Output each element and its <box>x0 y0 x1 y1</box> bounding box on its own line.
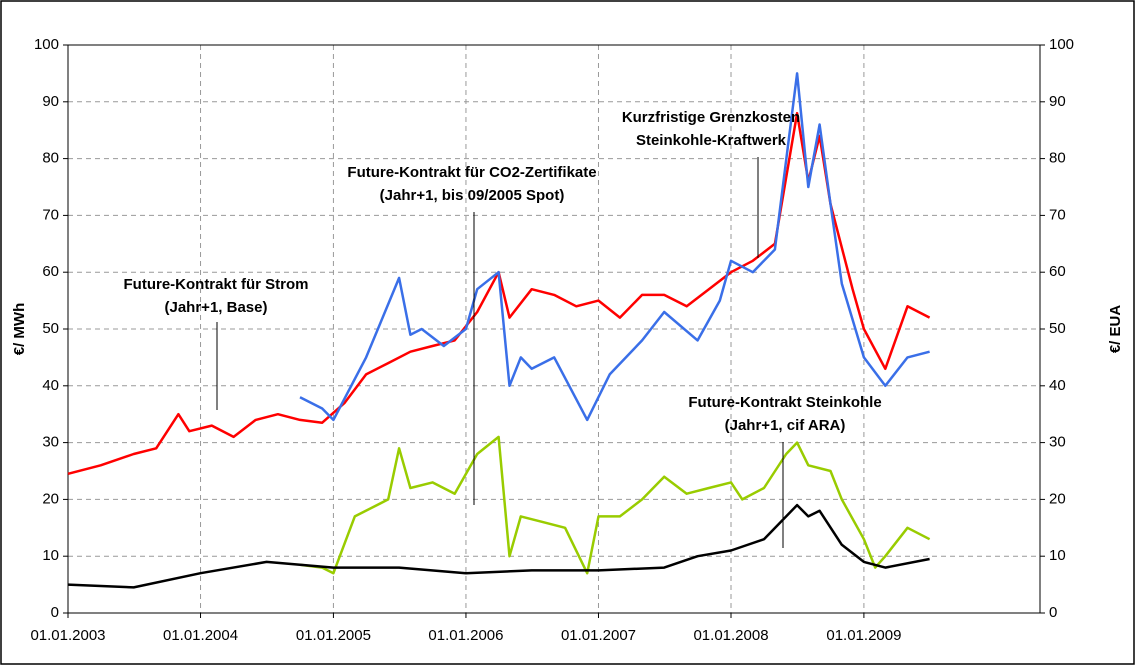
y2-tick-label: 70 <box>1049 206 1066 223</box>
annotation: Future-Kontrakt Steinkohle <box>688 394 881 411</box>
y2-tick-label: 60 <box>1049 263 1066 280</box>
annotation: Kurzfristige Grenzkosten <box>622 109 800 126</box>
y-tick-label: 0 <box>51 604 59 621</box>
x-tick-label: 01.01.2003 <box>30 627 105 644</box>
y2-tick-label: 10 <box>1049 547 1066 564</box>
y2-axis-label: €/ EUA <box>1107 305 1124 354</box>
x-tick-label: 01.01.2006 <box>428 627 503 644</box>
y2-tick-label: 90 <box>1049 93 1066 110</box>
y-axis-label: €/ MWh <box>11 303 28 356</box>
annotation: (Jahr+1, bis 09/2005 Spot) <box>380 187 565 204</box>
y-tick-label: 70 <box>42 206 59 223</box>
x-tick-label: 01.01.2007 <box>561 627 636 644</box>
y-tick-label: 10 <box>42 547 59 564</box>
y-tick-label: 40 <box>42 377 59 394</box>
series-line <box>299 435 931 575</box>
annotation: Steinkohle-Kraftwerk <box>636 132 787 149</box>
y2-tick-label: 0 <box>1049 604 1057 621</box>
series-line <box>299 72 930 422</box>
y-tick-label: 60 <box>42 263 59 280</box>
annotation: (Jahr+1, Base) <box>165 299 268 316</box>
y-tick-label: 20 <box>42 490 59 507</box>
series-line <box>67 503 930 589</box>
annotation: Future-Kontrakt für CO2-Zertifikate <box>347 164 596 181</box>
y-tick-label: 100 <box>34 36 59 53</box>
x-tick-label: 01.01.2008 <box>693 627 768 644</box>
plot-area <box>67 44 1041 614</box>
x-tick-label: 01.01.2004 <box>163 627 238 644</box>
annotation: Future-Kontrakt für Strom <box>124 276 309 293</box>
x-tick-label: 01.01.2009 <box>826 627 901 644</box>
y2-tick-label: 20 <box>1049 490 1066 507</box>
y2-tick-label: 40 <box>1049 377 1066 394</box>
y-tick-label: 50 <box>42 320 59 337</box>
y2-tick-label: 80 <box>1049 150 1066 167</box>
y-tick-label: 80 <box>42 150 59 167</box>
y-tick-label: 30 <box>42 434 59 451</box>
y2-tick-label: 50 <box>1049 320 1066 337</box>
annotation: (Jahr+1, cif ARA) <box>725 417 846 434</box>
y2-tick-label: 30 <box>1049 434 1066 451</box>
y2-tick-label: 100 <box>1049 36 1074 53</box>
y-tick-label: 90 <box>42 93 59 110</box>
x-tick-label: 01.01.2005 <box>296 627 371 644</box>
